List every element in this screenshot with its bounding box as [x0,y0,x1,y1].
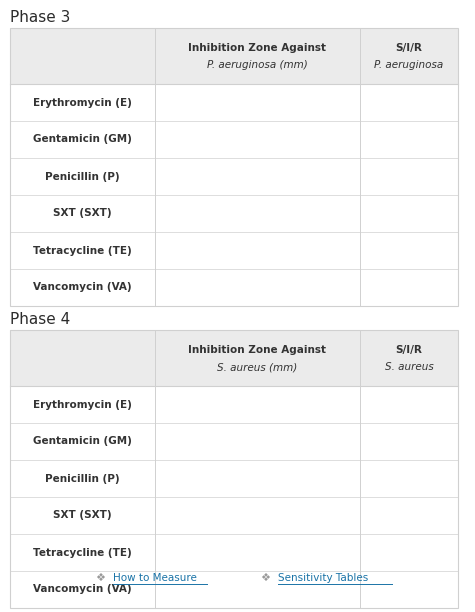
Text: S/I/R: S/I/R [396,345,422,355]
Bar [10,121,458,158]
Bar [10,330,458,608]
Text: S/I/R: S/I/R [396,43,422,53]
Text: SXT (SXT): SXT (SXT) [53,510,112,520]
Text: Vancomycin (VA): Vancomycin (VA) [33,283,132,293]
Text: Tetracycline (TE): Tetracycline (TE) [33,548,132,558]
Text: SXT (SXT): SXT (SXT) [53,209,112,218]
Text: How to Measure: How to Measure [113,573,197,583]
Bar [10,158,458,195]
Text: Erythromycin (E): Erythromycin (E) [33,400,132,409]
Bar [10,571,458,608]
Text: Inhibition Zone Against: Inhibition Zone Against [189,345,326,355]
Text: Erythromycin (E): Erythromycin (E) [33,97,132,108]
Text: ❖: ❖ [260,573,270,583]
Bar [10,497,458,534]
Bar [10,269,458,306]
Bar [10,534,458,571]
Text: Vancomycin (VA): Vancomycin (VA) [33,584,132,594]
Text: S. aureus (mm): S. aureus (mm) [218,362,298,372]
Bar [10,28,458,306]
Bar [10,423,458,460]
Bar [10,330,458,386]
Text: Phase 3: Phase 3 [10,10,70,25]
Bar [10,460,458,497]
Text: ❖: ❖ [95,573,105,583]
Text: Gentamicin (GM): Gentamicin (GM) [33,135,132,144]
Text: Penicillin (P): Penicillin (P) [45,474,120,483]
Text: Phase 4: Phase 4 [10,312,70,327]
Text: S. aureus: S. aureus [385,362,433,372]
Bar [10,195,458,232]
Bar [10,84,458,121]
Text: P. aeruginosa (mm): P. aeruginosa (mm) [207,60,308,70]
Bar [10,386,458,423]
Text: Sensitivity Tables: Sensitivity Tables [278,573,368,583]
Text: P. aeruginosa: P. aeruginosa [374,60,444,70]
Bar [10,28,458,84]
Text: Tetracycline (TE): Tetracycline (TE) [33,245,132,255]
Text: Gentamicin (GM): Gentamicin (GM) [33,436,132,447]
Bar [10,232,458,269]
Text: Penicillin (P): Penicillin (P) [45,171,120,182]
Text: Inhibition Zone Against: Inhibition Zone Against [189,43,326,53]
